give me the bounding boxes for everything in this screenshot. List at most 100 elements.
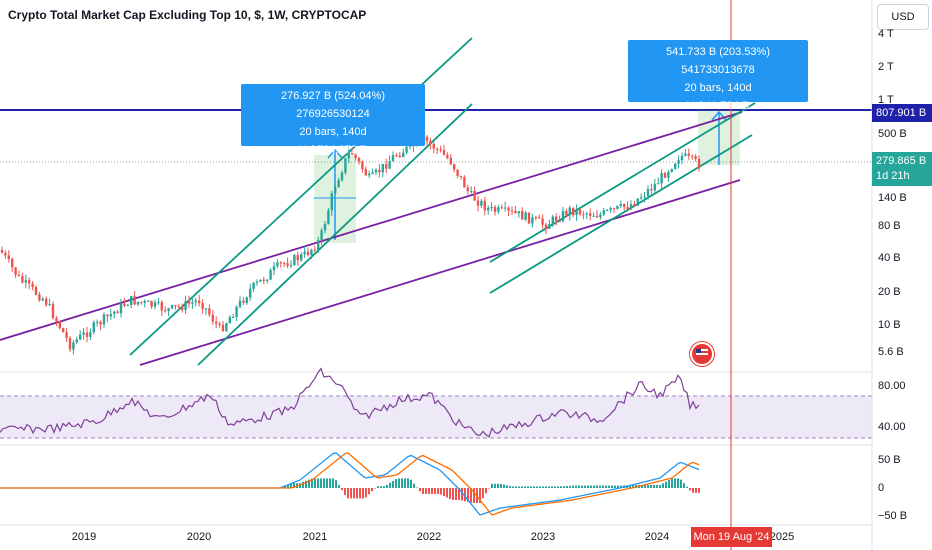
macd-histogram-bar [593, 485, 595, 488]
candle-body [330, 193, 333, 211]
macd-signal-line [0, 452, 700, 516]
candle-body [483, 200, 486, 211]
rsi-line [0, 367, 700, 438]
candle-body [405, 146, 408, 153]
candle-body [507, 207, 510, 211]
macd-histogram-bar [506, 485, 508, 488]
macd-histogram-bar [566, 485, 568, 488]
macd-histogram-bar [455, 488, 457, 500]
candle-body [354, 154, 357, 159]
channel-2024-upper[interactable] [489, 102, 756, 263]
candle-body [453, 164, 456, 170]
candle-body [28, 280, 31, 284]
candle-body [310, 249, 313, 255]
candle-body [470, 191, 473, 193]
macd-histogram-bar [293, 483, 295, 488]
chart-title: Crypto Total Market Cap Excluding Top 10… [8, 8, 367, 22]
candle-body [317, 240, 320, 250]
candle-body [300, 254, 303, 261]
candle-body [136, 301, 140, 305]
rsi-axis-label: 80.00 [878, 380, 906, 392]
crosshair-date-tag: Mon 19 Aug '24 [691, 527, 772, 547]
macd-histogram-bar [299, 483, 301, 488]
candle-body [194, 300, 197, 303]
macd-histogram-bar [539, 486, 541, 488]
macd-histogram-bar [311, 478, 313, 488]
candle-body [320, 230, 323, 241]
lower-trendline[interactable] [139, 179, 741, 366]
channel-2024-lower[interactable] [489, 134, 753, 294]
macd-histogram-bar [398, 478, 400, 488]
candle-body [4, 252, 7, 256]
measure-label-1[interactable]: 276.927 B (524.04%) 276926530124 20 bars… [241, 84, 425, 156]
candle-body [198, 300, 201, 304]
candle-body [245, 297, 248, 303]
candle-body [113, 311, 116, 314]
price-axis-label: 500 B [878, 128, 907, 140]
candle-body [616, 205, 619, 209]
candle-body [170, 305, 174, 309]
time-axis-label: 2020 [186, 531, 212, 543]
candle-body [143, 301, 146, 303]
candle-body [391, 155, 395, 162]
candle-body [164, 310, 167, 312]
macd-histogram-bar [527, 486, 529, 488]
candle-body [374, 169, 378, 173]
candle-body [361, 161, 364, 170]
candle-body [249, 289, 252, 298]
candle-body [51, 304, 55, 319]
candle-body [680, 155, 684, 161]
macd-histogram-bar [686, 486, 688, 488]
candle-body [11, 258, 14, 268]
time-axis-label: 2023 [530, 531, 556, 543]
candle-body [694, 156, 697, 159]
candle-body [626, 207, 629, 210]
candle-body [255, 281, 259, 283]
macd-histogram-bar [599, 485, 601, 488]
macd-histogram-bar [461, 488, 463, 501]
candle-body [313, 249, 316, 251]
candle-body [221, 324, 225, 331]
measure-label-2[interactable]: 541.733 B (203.53%) 541733013678 20 bars… [628, 40, 808, 112]
candle-body [289, 265, 293, 267]
candle-body [7, 255, 10, 259]
macd-histogram-bar [581, 485, 583, 488]
candle-body [45, 298, 48, 305]
time-axis-label: 2019 [71, 531, 97, 543]
price-axis-label: 40 B [878, 252, 901, 264]
macd-histogram-bar [542, 486, 544, 488]
macd-histogram-bar [698, 488, 700, 493]
macd-histogram-bar [614, 485, 616, 488]
candle-body [272, 266, 276, 271]
candle-body [402, 152, 405, 158]
macd-histogram-bar [446, 488, 448, 498]
measure-1-volume: Vol 784.872 B [298, 144, 368, 156]
candle-body [541, 218, 544, 225]
macd-histogram-bar [641, 485, 643, 488]
us-flag-event-icon[interactable] [690, 342, 714, 366]
macd-histogram-bar [284, 486, 286, 488]
candle-body [303, 251, 306, 255]
candle-body [72, 342, 75, 350]
macd-histogram-bar [485, 488, 487, 494]
macd-histogram-bar [458, 488, 460, 500]
candle-body [650, 189, 653, 191]
price-axis-label: 2 T [878, 61, 894, 73]
upper-trendline[interactable] [0, 111, 743, 341]
candle-body [629, 204, 633, 210]
candle-body [371, 172, 374, 174]
candle-body [334, 187, 337, 194]
macd-histogram-bar [422, 488, 424, 494]
macd-histogram-bar [371, 488, 373, 492]
macd-histogram-bar [467, 488, 469, 502]
macd-histogram-bar [386, 484, 388, 488]
channel-2021-lower[interactable] [197, 103, 473, 366]
rsi-axis-label: 40.00 [878, 421, 906, 433]
macd-histogram-bar [434, 488, 436, 494]
bar-countdown: 1d 21h [876, 170, 910, 182]
candle-body [357, 158, 361, 162]
candle-body [238, 300, 242, 307]
candle-body [551, 216, 554, 225]
currency-button[interactable]: USD [877, 4, 929, 30]
macd-histogram-bar [650, 485, 652, 488]
